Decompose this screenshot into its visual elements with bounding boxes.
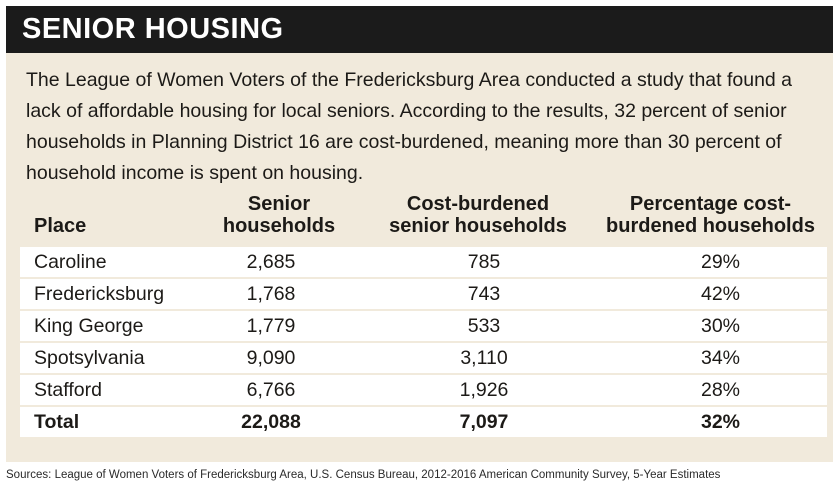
page-title: SENIOR HOUSING [22,13,284,45]
place-cell: Stafford [20,375,196,405]
percentage-cell: 32% [594,407,827,437]
cost-burdened-cell: 3,110 [362,343,594,373]
column-header-senior-households-text: Senior households [222,193,336,237]
percentage-cell: 28% [594,375,827,405]
place-cell: Caroline [20,247,196,277]
table-row: Stafford 6,766 1,926 28% [20,375,827,405]
table-row: King George 1,779 533 30% [20,311,827,341]
column-header-place: Place [34,215,87,237]
column-header-senior-households: Senior households [196,193,362,245]
senior-households-cell: 2,685 [196,247,362,277]
senior-households-cell: 22,088 [196,407,362,437]
table-total-row: Total 22,088 7,097 32% [20,407,827,437]
place-cell: Spotsylvania [20,343,196,373]
column-header-percentage: Percentage cost-burdened households [594,193,827,245]
senior-housing-card: SENIOR HOUSING The League of Women Voter… [6,6,833,462]
table-row: Fredericksburg 1,768 743 42% [20,279,827,309]
percentage-cell: 42% [594,279,827,309]
senior-households-cell: 6,766 [196,375,362,405]
source-note: Sources: League of Women Voters of Frede… [6,469,721,481]
housing-table: Place Senior households Cost-burdened se… [20,191,827,439]
cost-burdened-cell: 7,097 [362,407,594,437]
title-banner: SENIOR HOUSING [6,6,833,53]
cost-burdened-cell: 533 [362,311,594,341]
intro-paragraph: The League of Women Voters of the Freder… [26,69,793,184]
column-header-percentage-text: Percentage cost-burdened households [606,193,815,237]
cost-burdened-cell: 785 [362,247,594,277]
percentage-cell: 29% [594,247,827,277]
place-cell: Total [20,407,196,437]
senior-households-cell: 9,090 [196,343,362,373]
cost-burdened-cell: 743 [362,279,594,309]
percentage-cell: 30% [594,311,827,341]
table-header-row: Place Senior households Cost-burdened se… [20,193,827,245]
percentage-cell: 34% [594,343,827,373]
column-header-cost-burdened: Cost-burdened senior households [362,193,594,245]
cost-burdened-cell: 1,926 [362,375,594,405]
place-cell: Fredericksburg [20,279,196,309]
table-row: Spotsylvania 9,090 3,110 34% [20,343,827,373]
place-cell: King George [20,311,196,341]
senior-households-cell: 1,768 [196,279,362,309]
senior-households-cell: 1,779 [196,311,362,341]
table-row: Caroline 2,685 785 29% [20,247,827,277]
column-header-cost-burdened-text: Cost-burdened senior households [389,193,567,237]
